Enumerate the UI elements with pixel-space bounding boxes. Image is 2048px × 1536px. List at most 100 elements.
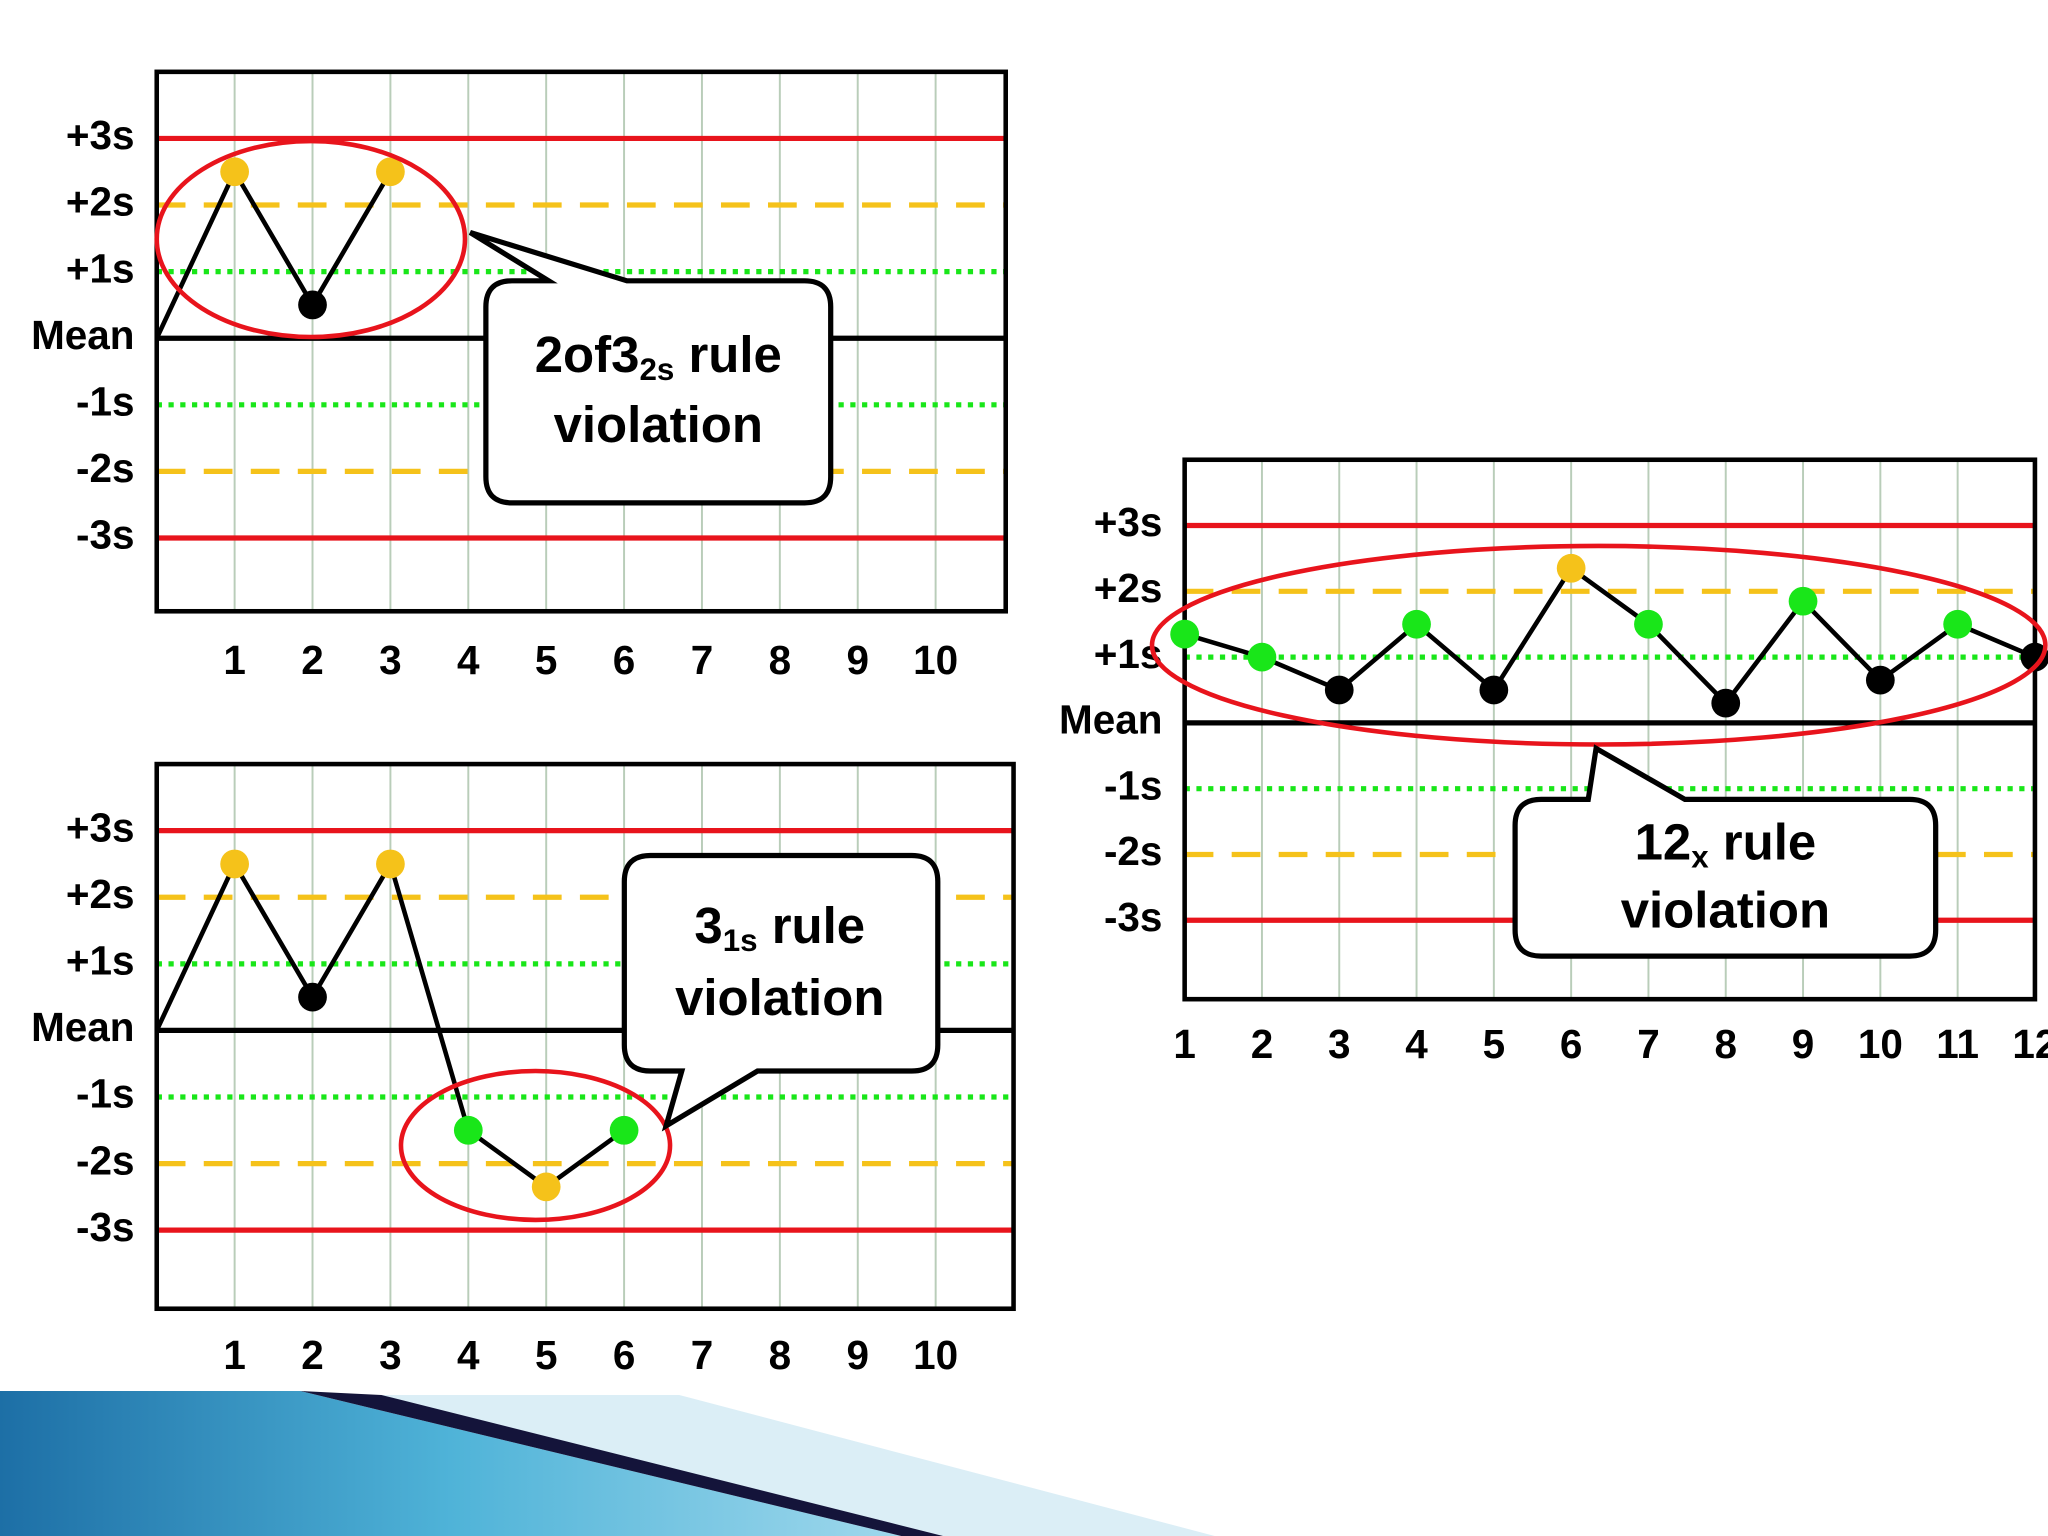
annotation-rest: rule: [1709, 814, 1817, 871]
data-point: [609, 1115, 639, 1145]
x-tick-label: 12: [2012, 1021, 2048, 1067]
y-tick-label: +3s: [66, 804, 135, 850]
data-point: [1634, 609, 1663, 639]
x-tick-label: 4: [1405, 1021, 1428, 1067]
swoosh: [0, 1391, 902, 1536]
x-tick-label: 2: [1251, 1021, 1274, 1067]
y-tick-label: -2s: [76, 445, 135, 491]
data-point: [298, 982, 327, 1012]
annotation-line2: violation: [1621, 882, 1830, 939]
callout-box: [621, 852, 941, 1132]
x-tick-label: 3: [379, 1332, 402, 1378]
x-tick-label: 10: [913, 1332, 958, 1378]
y-tick-label: +2s: [66, 179, 135, 225]
y-tick-label: +3s: [1094, 499, 1163, 545]
annotation-line1: 12x rule: [1635, 814, 1817, 875]
data-point: [376, 157, 405, 187]
y-tick-label: -2s: [76, 1137, 135, 1183]
data-point: [220, 849, 249, 879]
x-tick-label: 7: [691, 1332, 714, 1378]
highlight-ellipse: [398, 1068, 673, 1223]
x-tick-label: 6: [613, 1332, 636, 1378]
highlight-ellipse: [1149, 543, 2048, 747]
y-tick-label: -1s: [76, 1071, 135, 1117]
x-tick-label: 5: [535, 637, 558, 683]
x-tick-label: 6: [613, 637, 636, 683]
y-tick-label: +3s: [66, 112, 135, 158]
x-tick-label: 2: [301, 1332, 324, 1378]
x-tick-label: 8: [769, 637, 792, 683]
data-point: [1711, 688, 1741, 718]
y-tick-label: -1s: [1104, 762, 1163, 808]
x-tick-label: 1: [223, 1332, 246, 1378]
x-tick-label: 4: [457, 1332, 480, 1378]
swoosh-dark: [300, 1391, 944, 1536]
data-point: [2020, 642, 2048, 672]
annotation-line2: violation: [554, 396, 763, 453]
y-tick-label: -2s: [1104, 828, 1163, 874]
data-point: [1788, 586, 1818, 616]
x-tick-label: 9: [1792, 1021, 1815, 1067]
y-tick-label: -3s: [1104, 894, 1163, 940]
data-point: [298, 290, 327, 320]
x-tick-label: 11: [1936, 1021, 1979, 1067]
y-tick-label: +1s: [66, 245, 135, 291]
data-point: [453, 1115, 483, 1145]
x-tick-label: 1: [1173, 1021, 1196, 1067]
y-tick-label: -3s: [76, 512, 135, 558]
callout-box: [468, 229, 834, 506]
annotation-sub: 2s: [639, 353, 674, 388]
x-tick-label: 10: [1858, 1021, 1903, 1067]
x-tick-label: 6: [1560, 1021, 1583, 1067]
x-tick-label: 10: [913, 637, 958, 683]
data-point: [531, 1172, 561, 1202]
annotation-main: 12: [1635, 814, 1692, 871]
data-point: [1247, 642, 1277, 672]
data-point: [220, 157, 249, 187]
data-point: [1556, 553, 1586, 583]
x-tick-label: 5: [1483, 1021, 1506, 1067]
x-tick-label: 3: [379, 637, 402, 683]
x-tick-label: 7: [691, 637, 714, 683]
data-point: [1943, 609, 1973, 639]
annotation-line1: 31s rule: [694, 897, 865, 958]
plot-border: [154, 761, 1016, 1312]
x-tick-label: 4: [457, 637, 480, 683]
y-tick-label: Mean: [1059, 697, 1162, 743]
annotation-main: 3: [694, 897, 722, 954]
y-tick-label: Mean: [31, 1004, 134, 1050]
y-tick-label: +1s: [66, 938, 135, 984]
annotation-line2: violation: [675, 969, 884, 1026]
x-tick-label: 9: [846, 637, 869, 683]
x-tick-label: 9: [847, 1332, 870, 1378]
data-point: [1402, 609, 1431, 639]
highlight-ellipse: [154, 138, 468, 340]
data-point: [1324, 675, 1354, 705]
y-tick-label: -1s: [76, 379, 135, 425]
annotation-sub: x: [1691, 840, 1709, 875]
annotation-rest: rule: [758, 897, 866, 954]
annotation-main: 2of3: [535, 327, 640, 384]
y-tick-label: Mean: [31, 312, 134, 358]
data-point: [1865, 665, 1895, 695]
swoosh-light: [378, 1394, 1215, 1536]
x-tick-label: 3: [1328, 1021, 1351, 1067]
y-tick-label: +2s: [1094, 565, 1163, 611]
x-tick-label: 8: [1714, 1021, 1737, 1067]
y-tick-label: +2s: [66, 871, 135, 917]
x-tick-label: 5: [535, 1332, 558, 1378]
y-tick-label: -3s: [76, 1204, 135, 1250]
plot-border: [154, 69, 1008, 614]
plot-border: [1182, 457, 2038, 1002]
x-tick-label: 2: [301, 637, 324, 683]
data-point: [1479, 675, 1509, 705]
data-point: [1170, 619, 1200, 649]
annotation-line1: 2of32s rule: [535, 327, 782, 388]
annotation-rest: rule: [674, 327, 782, 384]
data-point: [376, 849, 405, 879]
decoration: [0, 1391, 1215, 1536]
